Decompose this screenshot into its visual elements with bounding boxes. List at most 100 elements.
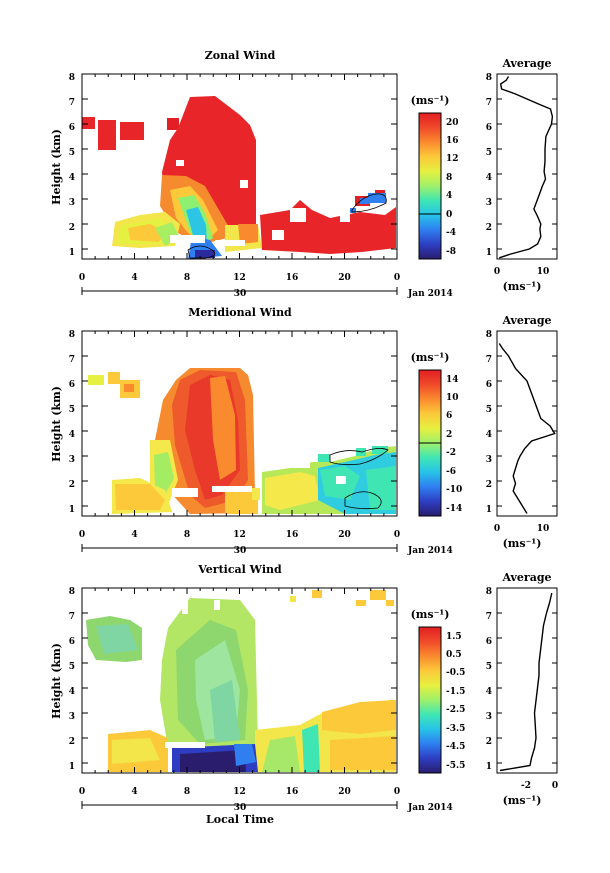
y-tick-label: 8 — [69, 73, 75, 83]
y-axis-label: Height (km) — [50, 386, 63, 462]
profile-x-tick: -2 — [521, 781, 531, 791]
x-axis: 0 4 8 12 16 20 0 — [79, 273, 400, 283]
y-tick-label: 8 — [69, 330, 75, 340]
colorbar-tick: 12 — [446, 154, 459, 164]
profile-y-tick: 3 — [486, 712, 492, 722]
profile-y-tick: 7 — [486, 612, 492, 622]
x-tick-label: 20 — [338, 530, 351, 540]
profile-x-tick: 0 — [552, 781, 558, 791]
profile-y-tick: 3 — [486, 455, 492, 465]
date-axis: 30 Jan 2014 Local Time — [81, 801, 453, 826]
y-tick-label: 4 — [69, 430, 75, 440]
y-tick-label: 1 — [69, 762, 75, 772]
profile-y-tick: 8 — [486, 330, 492, 340]
profile-title: Average — [501, 57, 551, 70]
panel-title: Vertical Wind — [197, 563, 282, 576]
date-axis: 30 Jan 2014 — [81, 544, 453, 556]
colorbar-tick: 16 — [446, 136, 459, 146]
colorbar-tick: 10 — [446, 393, 459, 403]
profile-y-tick: 7 — [486, 355, 492, 365]
colorbar-tick: 14 — [446, 375, 459, 385]
colorbar-tick: -6 — [446, 467, 456, 477]
y-tick-label: 1 — [69, 505, 75, 515]
y-tick-label: 3 — [69, 455, 75, 465]
profile-title: Average — [501, 314, 551, 327]
x-tick-label: 12 — [233, 530, 246, 540]
profile-y-tick: 4 — [486, 430, 492, 440]
y-tick-label: 3 — [69, 198, 75, 208]
colorbar-tick: 8 — [446, 173, 452, 183]
x-tick-label: 16 — [286, 787, 299, 797]
x-tick-label: 8 — [184, 530, 190, 540]
y-axis: 1 2 3 4 5 6 7 8 Height (km) — [50, 73, 75, 258]
profile-x-label: (ms⁻¹) — [503, 794, 542, 807]
profile-y-tick: 2 — [486, 223, 492, 233]
colorbar-tick: 6 — [446, 411, 452, 421]
profile-y-tick: 4 — [486, 173, 492, 183]
profile-y-tick: 1 — [486, 505, 492, 515]
profile-y-tick: 6 — [486, 637, 492, 647]
colorbar-tick: -5.5 — [446, 761, 465, 771]
profile-x-label: (ms⁻¹) — [503, 537, 542, 550]
date-label: Jan 2014 — [407, 289, 453, 299]
y-axis-label: Height (km) — [50, 129, 63, 205]
colorbar-scale — [418, 112, 442, 260]
x-tick-label: 4 — [131, 787, 137, 797]
colorbar-tick: -2 — [446, 448, 456, 458]
profile-frame — [496, 587, 558, 774]
profile-y-tick: 1 — [486, 248, 492, 258]
colorbar-tick: -14 — [446, 504, 462, 514]
x-axis-label: Local Time — [206, 813, 274, 826]
profile-y-tick: 5 — [486, 405, 492, 415]
x-tick-label: 4 — [131, 273, 137, 283]
colorbar-tick: 4 — [446, 191, 452, 201]
profile-y-tick: 7 — [486, 98, 492, 108]
colorbar: (ms⁻¹) 20 16 12 8 4 0 -4 -8 — [411, 94, 459, 260]
x-tick-label: 12 — [233, 787, 246, 797]
y-tick-label: 5 — [69, 405, 75, 415]
x-tick-label: 8 — [184, 787, 190, 797]
y-tick-label: 6 — [69, 123, 75, 133]
x-tick-label: 16 — [286, 530, 299, 540]
colorbar-tick: 1.5 — [446, 632, 462, 642]
x-tick-label: 0 — [394, 787, 400, 797]
y-tick-label: 7 — [69, 98, 75, 108]
profile-line — [499, 76, 554, 259]
x-axis: 0 4 8 12 16 20 0 — [79, 787, 400, 797]
colorbar-tick: -3.5 — [446, 724, 465, 734]
y-tick-label: 7 — [69, 612, 75, 622]
colorbar-tick: -4.5 — [446, 742, 465, 752]
colorbar-unit: (ms⁻¹) — [411, 351, 450, 364]
profile-x-tick: 10 — [537, 267, 550, 277]
profile-x-tick: 0 — [494, 267, 500, 277]
date-label: Jan 2014 — [407, 803, 453, 813]
day-label: 30 — [234, 289, 247, 299]
x-axis: 0 4 8 12 16 20 0 — [79, 530, 400, 540]
panel-title: Zonal Wind — [205, 49, 276, 62]
colorbar-unit: (ms⁻¹) — [411, 608, 450, 621]
y-axis-label: Height (km) — [50, 643, 63, 719]
panel-zonal-wind: Zonal Wind — [50, 49, 558, 299]
x-tick-label: 0 — [79, 273, 85, 283]
y-tick-label: 6 — [69, 637, 75, 647]
colorbar-unit: (ms⁻¹) — [411, 94, 450, 107]
profile-line — [498, 343, 556, 514]
profile-panel: Average 0 10 (ms⁻¹) 1 2 3 4 5 6 7 8 — [486, 314, 558, 550]
profile-y-tick: 3 — [486, 198, 492, 208]
profile-y-tick: 5 — [486, 148, 492, 158]
profile-x-tick: 0 — [494, 524, 500, 534]
colorbar-scale — [418, 626, 442, 774]
colorbar-tick: 20 — [446, 118, 459, 128]
y-tick-label: 7 — [69, 355, 75, 365]
profile-title: Average — [501, 571, 551, 584]
colorbar-tick: -4 — [446, 228, 456, 238]
y-tick-label: 2 — [69, 480, 75, 490]
heatmap-field — [86, 590, 396, 772]
panel-meridional-wind: Meridional Wind — [50, 306, 558, 556]
profile-x-tick: 10 — [537, 524, 550, 534]
x-tick-label: 0 — [79, 530, 85, 540]
profile-frame — [496, 330, 558, 517]
x-tick-label: 12 — [233, 273, 246, 283]
y-tick-label: 4 — [69, 687, 75, 697]
